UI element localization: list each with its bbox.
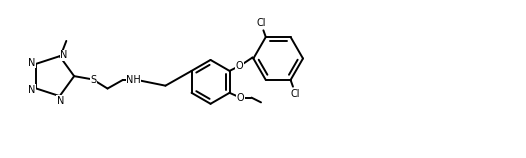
Text: O: O bbox=[236, 93, 244, 103]
Text: O: O bbox=[236, 61, 243, 71]
Text: N: N bbox=[28, 85, 35, 95]
Text: N: N bbox=[28, 58, 35, 68]
Text: Cl: Cl bbox=[290, 88, 300, 99]
Text: Cl: Cl bbox=[257, 18, 266, 28]
Text: N: N bbox=[57, 96, 64, 106]
Text: S: S bbox=[90, 75, 97, 85]
Text: NH: NH bbox=[126, 75, 141, 85]
Text: N: N bbox=[60, 50, 68, 60]
